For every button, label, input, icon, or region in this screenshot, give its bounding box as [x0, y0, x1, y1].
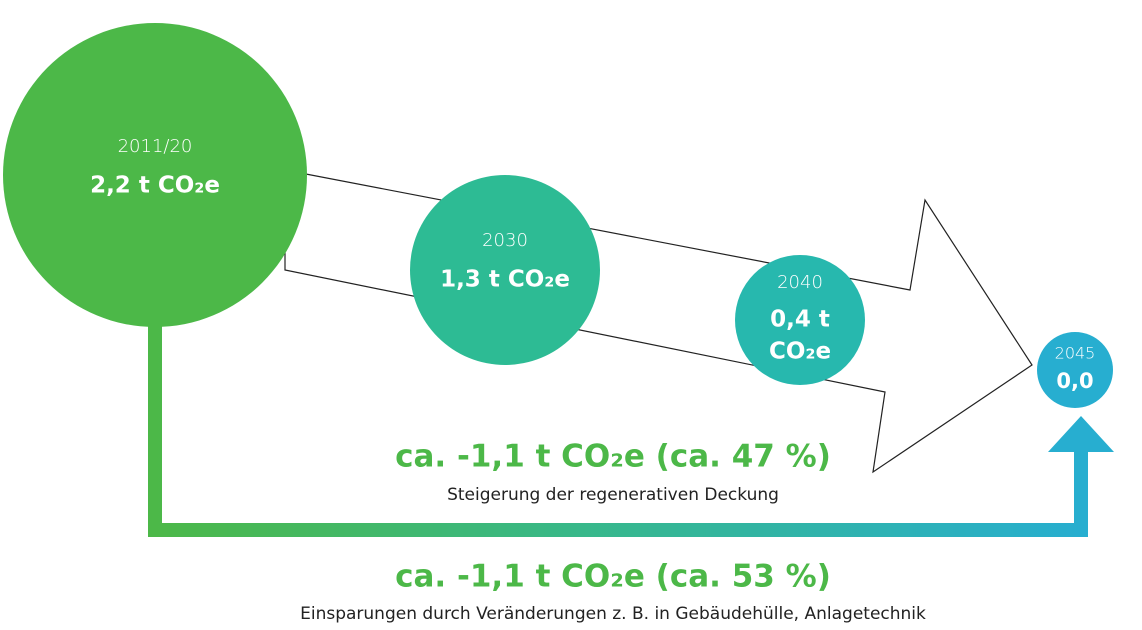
savings-arrowhead: [1048, 416, 1114, 452]
value: 0,0: [1056, 369, 1093, 393]
circle-2030: [410, 175, 600, 365]
savings-amount: ca. -1,1 t CO₂e (ca. 53 %): [395, 559, 831, 595]
savings-description: Steigerung der regenerativen Deckung: [447, 485, 779, 505]
year: 2030: [482, 230, 528, 251]
trend-arrow: [284, 169, 1033, 474]
year: 2011/20: [118, 136, 193, 157]
savings-description: Einsparungen durch Veränderungen z. B. i…: [300, 604, 926, 624]
savings-path: [148, 320, 1088, 537]
value: 2,2 t CO₂e: [90, 173, 220, 199]
circle-2040: [735, 255, 865, 385]
value: 1,3 t CO₂e: [440, 267, 570, 293]
circle-2011: [3, 23, 307, 327]
value: 0,4 t: [770, 307, 830, 333]
year: 2040: [777, 272, 823, 293]
value: CO₂e: [769, 339, 831, 365]
savings-amount: ca. -1,1 t CO₂e (ca. 47 %): [395, 439, 831, 475]
circle-2045: [1037, 332, 1113, 408]
year: 2045: [1055, 344, 1096, 363]
